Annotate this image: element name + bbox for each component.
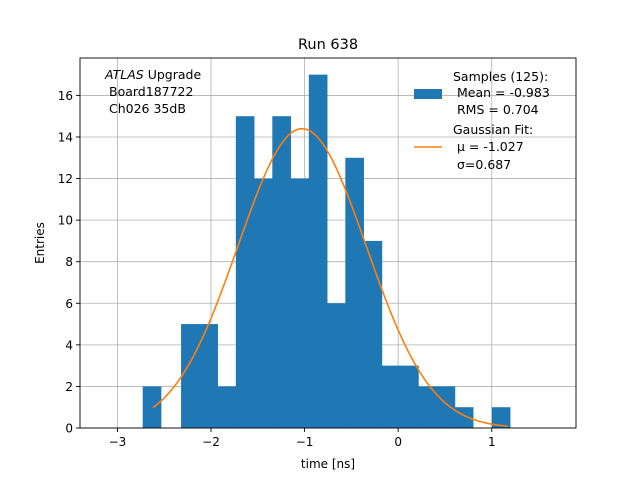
- legend-mu-line: μ = -1.027: [457, 139, 524, 154]
- histogram-bars: [142, 74, 511, 429]
- y-tick-label: 10: [58, 214, 73, 228]
- x-axis-label: time [ns]: [301, 457, 355, 471]
- x-tick-label: −2: [202, 435, 220, 449]
- histogram-bar: [290, 178, 310, 428]
- x-tick-label: 1: [488, 435, 496, 449]
- y-tick-label: 4: [65, 338, 73, 352]
- x-axis-ticks: −3 −2 −1 0 1: [109, 428, 496, 449]
- histogram-bar: [491, 407, 511, 428]
- x-tick-label: −1: [296, 435, 314, 449]
- channel-label: Ch026 35dB: [109, 101, 186, 116]
- svg-text:ATLAS Upgrade: ATLAS Upgrade: [104, 67, 201, 82]
- histogram-bar: [418, 386, 437, 428]
- y-tick-label: 0: [65, 422, 73, 436]
- legend-histogram-swatch: [414, 89, 442, 99]
- atlas-label: ATLAS: [104, 67, 144, 82]
- upgrade-label: Upgrade: [144, 67, 202, 82]
- histogram-bar: [381, 365, 401, 428]
- histogram-bar: [436, 386, 456, 428]
- histogram-bar: [199, 324, 218, 428]
- histogram-bar: [181, 324, 200, 428]
- chart-title: Run 638: [298, 37, 358, 53]
- plot-frame: [79, 57, 577, 429]
- legend-sigma-line: σ=0.687: [457, 157, 511, 172]
- y-axis-label: Entries: [33, 222, 47, 264]
- histogram-bar: [400, 365, 419, 428]
- y-axis-ticks: 0 2 4 6 8 10 12 14 16: [58, 89, 80, 436]
- board-label: Board187722: [109, 84, 193, 99]
- histogram-bar: [272, 116, 291, 429]
- histogram-bar: [235, 116, 255, 429]
- histogram-bar: [142, 386, 162, 428]
- y-tick-label: 2: [65, 380, 73, 394]
- legend-mean-line: Mean = -0.983: [457, 85, 550, 100]
- atlas-annotation: ATLAS Upgrade Board187722 Ch026 35dB: [104, 67, 201, 116]
- legend: Samples (125): Mean = -0.983 RMS = 0.704…: [414, 69, 550, 172]
- histogram-bar: [363, 240, 383, 428]
- y-tick-label: 12: [58, 172, 73, 186]
- y-tick-label: 6: [65, 297, 73, 311]
- y-tick-label: 14: [58, 130, 73, 144]
- y-tick-label: 8: [65, 255, 73, 269]
- histogram-bar: [327, 303, 346, 428]
- x-tick-label: −3: [109, 435, 127, 449]
- x-tick-label: 0: [394, 435, 402, 449]
- gaussian-fit-curve: [152, 127, 508, 427]
- legend-samples-line: Samples (125):: [453, 69, 548, 84]
- histogram-bar: [217, 386, 237, 428]
- histogram-bar: [308, 74, 328, 428]
- y-tick-label: 16: [58, 89, 73, 103]
- legend-fit-title: Gaussian Fit:: [453, 122, 533, 137]
- histogram-bar: [254, 178, 273, 428]
- legend-rms-line: RMS = 0.704: [457, 102, 539, 117]
